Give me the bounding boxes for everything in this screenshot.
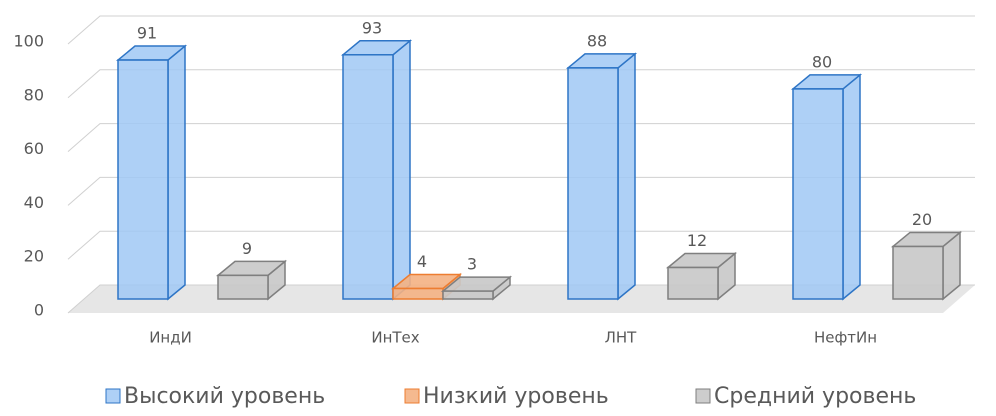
y-tick-label: 40 [24, 193, 44, 212]
bar [790, 73, 863, 301]
y-tick-label: 80 [24, 85, 44, 104]
value-label: 3 [467, 255, 477, 274]
bar-side [842, 73, 861, 301]
x-tick-label: ИнТех [371, 329, 419, 347]
grid-line [67, 176, 975, 206]
bar [565, 52, 638, 301]
x-tick-label: ИндИ [149, 329, 192, 347]
legend-label: Средний уровень [714, 384, 916, 409]
bar [340, 39, 413, 301]
bar [115, 44, 188, 301]
bar-side [392, 39, 411, 301]
value-label: 9 [242, 239, 252, 258]
grid-line [67, 15, 975, 45]
y-tick-label: 60 [24, 139, 44, 158]
bar [440, 275, 513, 301]
bar-front [792, 88, 844, 300]
x-tick-label: НефтИн [814, 329, 877, 347]
bar-front [392, 287, 444, 300]
legend-swatch [404, 388, 420, 404]
legend-swatch [695, 388, 711, 404]
y-tick-label: 0 [34, 301, 44, 320]
bar-front [892, 245, 944, 300]
bar-side [167, 44, 186, 301]
bar-front [117, 59, 169, 300]
bar [215, 259, 288, 301]
floor [68, 285, 975, 313]
x-tick-label: ЛНТ [605, 329, 638, 347]
grid-line [67, 69, 975, 99]
value-label: 80 [812, 52, 832, 71]
bar-front [442, 290, 494, 300]
legend-label: Низкий уровень [423, 384, 609, 409]
y-tick-label: 100 [13, 32, 44, 51]
bar-front [567, 67, 619, 300]
value-label: 12 [687, 231, 707, 250]
bar-side [617, 52, 636, 301]
bar [665, 251, 738, 301]
grid-line [67, 230, 975, 260]
grid-line [67, 123, 975, 152]
bar [890, 230, 963, 301]
value-label: 4 [417, 252, 427, 271]
bar-front [667, 266, 719, 300]
legend-label: Высокий уровень [124, 384, 325, 409]
value-label: 88 [587, 31, 607, 50]
value-label: 20 [912, 210, 932, 229]
value-label: 93 [362, 18, 382, 37]
value-label: 91 [137, 24, 157, 43]
y-tick-label: 20 [24, 247, 44, 266]
bar-front [342, 54, 394, 300]
legend-swatch [105, 388, 121, 404]
bar-front [217, 274, 269, 300]
